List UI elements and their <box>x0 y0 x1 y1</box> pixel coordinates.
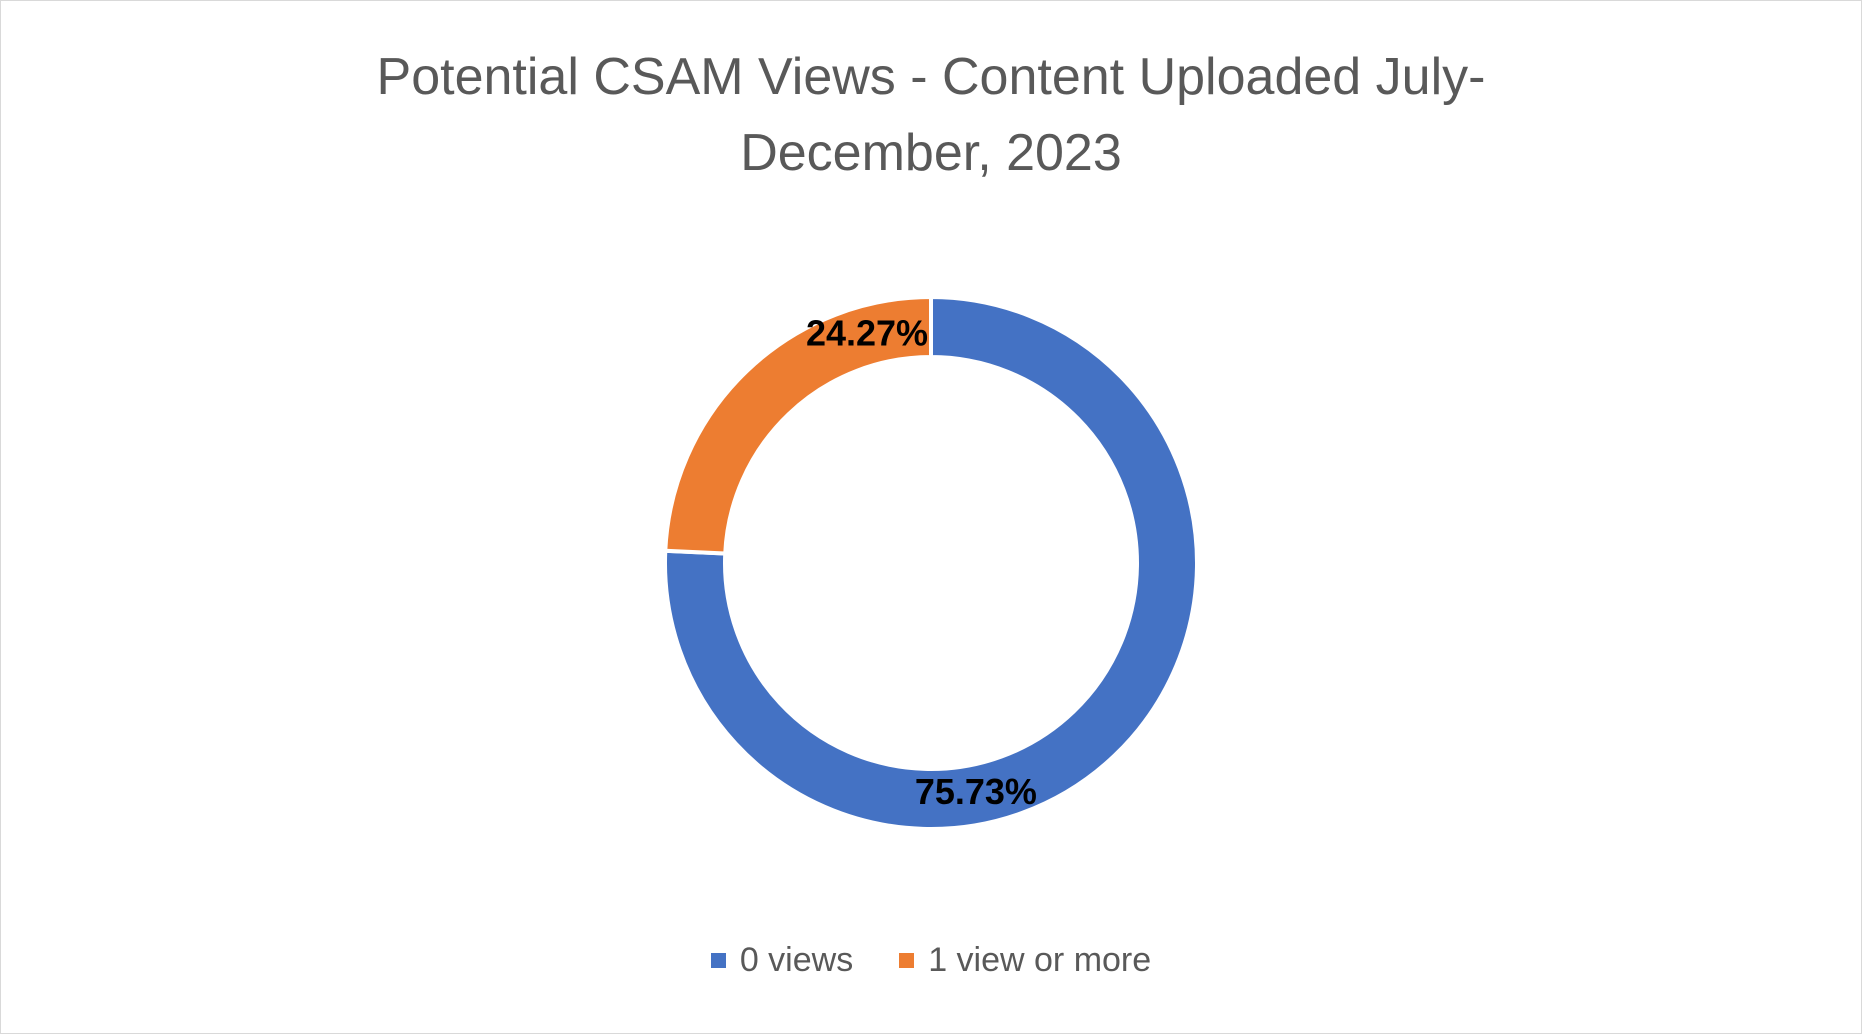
data-label-1-view-or-more: 24.27% <box>806 312 928 353</box>
legend-label-1-view-or-more: 1 view or more <box>928 941 1152 979</box>
legend-swatch-1-view-or-more <box>899 953 915 968</box>
legend-swatch-0-views <box>710 953 726 968</box>
legend-item-0-views: 0 views <box>710 941 854 980</box>
chart-legend: 0 views 1 view or more <box>1 941 1861 980</box>
chart-title: Potential CSAM Views - Content Uploaded … <box>1 39 1861 191</box>
donut-slice-1-view-or-more <box>663 294 933 556</box>
legend-label-0-views: 0 views <box>739 941 854 979</box>
legend-item-1-view-or-more: 1 view or more <box>899 941 1151 980</box>
chart-title-line-1: Potential CSAM Views - Content Uploaded … <box>376 48 1486 106</box>
data-label-0-views: 75.73% <box>915 771 1037 812</box>
chart-title-line-2: December, 2023 <box>740 124 1122 182</box>
donut-slice-0-views <box>663 294 1199 831</box>
